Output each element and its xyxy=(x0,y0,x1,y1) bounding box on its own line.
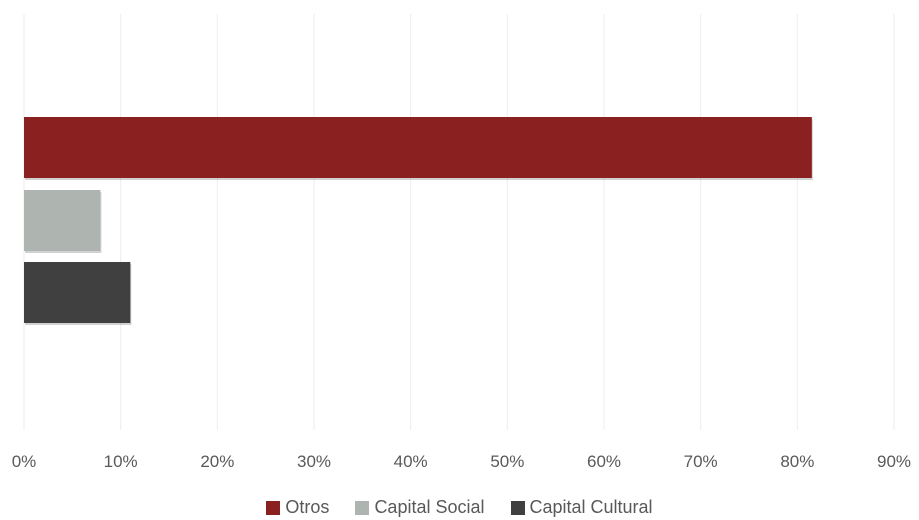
x-tick-label: 30% xyxy=(297,452,331,471)
x-tick-label: 40% xyxy=(394,452,428,471)
x-tick-label: 90% xyxy=(877,452,911,471)
legend: Otros Capital Social Capital Cultural xyxy=(0,497,919,518)
bar-capital-social xyxy=(24,190,101,251)
x-tick-label: 60% xyxy=(587,452,621,471)
legend-swatch-otros xyxy=(266,500,281,515)
bar-capital-cultural xyxy=(24,262,131,323)
bars xyxy=(24,117,813,325)
gridlines xyxy=(23,14,895,430)
legend-label-capital-social: Capital Social xyxy=(374,497,485,517)
legend-swatch-capital-social xyxy=(355,500,370,515)
x-tick-label: 50% xyxy=(490,452,524,471)
x-tick-label: 10% xyxy=(104,452,138,471)
x-tick-label: 70% xyxy=(684,452,718,471)
x-tick-label: 80% xyxy=(780,452,814,471)
x-tick-label: 20% xyxy=(200,452,234,471)
legend-item-capital-social: Capital Social xyxy=(355,497,485,518)
bar-otros xyxy=(24,117,812,178)
legend-label-capital-cultural: Capital Cultural xyxy=(529,497,653,517)
x-tick-label: 0% xyxy=(12,452,37,471)
legend-swatch-capital-cultural xyxy=(510,500,525,515)
x-axis-tick-labels: 0% 10% 20% 30% 40% 50% 60% 70% 80% 90% xyxy=(12,452,911,471)
legend-item-otros: Otros xyxy=(266,497,329,518)
legend-label-otros: Otros xyxy=(285,497,330,517)
legend-item-capital-cultural: Capital Cultural xyxy=(510,497,653,518)
